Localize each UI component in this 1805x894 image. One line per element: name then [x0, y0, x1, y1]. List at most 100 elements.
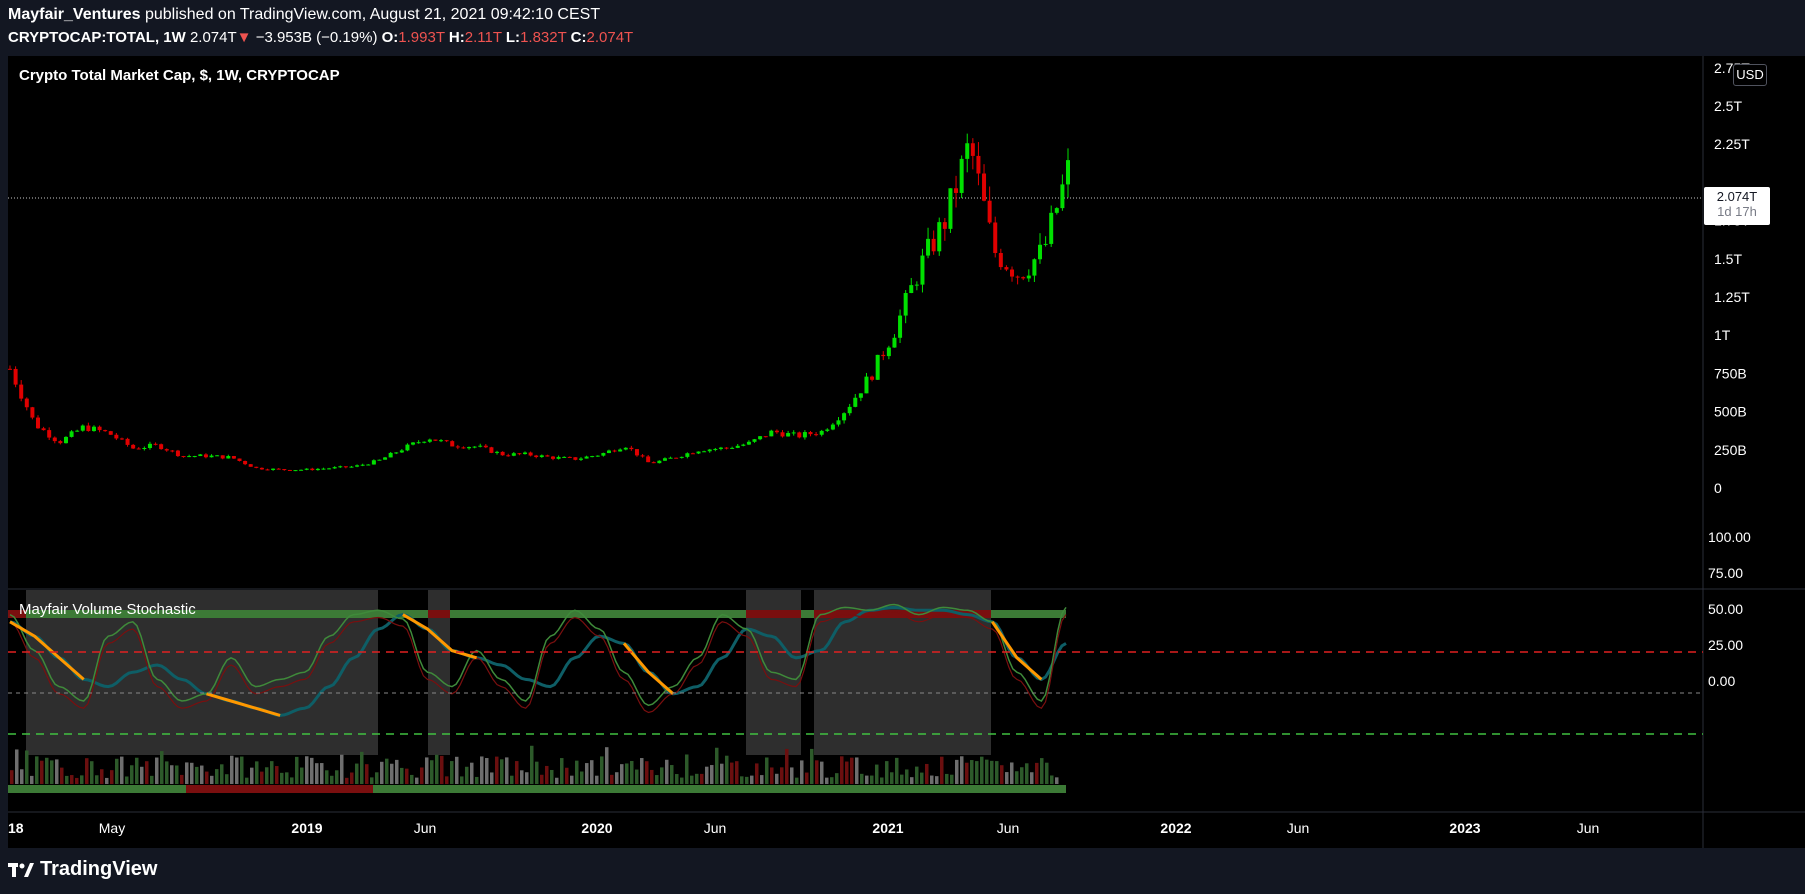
volume-bar	[945, 773, 949, 784]
candle-body	[830, 424, 835, 430]
chart-area[interactable]: 2.75T2.5T2.25T1.75T1.5T1.25T1T750B500B25…	[8, 56, 1805, 848]
candle-body	[220, 455, 225, 459]
candle-body	[30, 407, 35, 418]
volume-bar	[795, 777, 799, 784]
volume-bar	[750, 775, 754, 784]
volume-bar	[405, 768, 409, 784]
volume-bar	[770, 767, 774, 784]
bottom-band-segment	[186, 785, 373, 793]
volume-bar	[900, 774, 904, 784]
candle-body	[791, 432, 796, 434]
volume-bar	[550, 769, 554, 784]
candle-body	[405, 444, 410, 451]
volume-bar	[655, 775, 659, 784]
volume-bar	[815, 760, 819, 784]
candle-body	[136, 448, 141, 450]
candle-body	[534, 455, 539, 458]
price-tick-label: 1.5T	[1714, 251, 1742, 267]
volume-bar	[775, 773, 779, 784]
volume-bar	[685, 754, 689, 784]
candle-body	[769, 430, 774, 437]
volume-bar	[855, 757, 859, 784]
candle-body	[662, 458, 667, 461]
volume-bar	[300, 767, 304, 784]
volume-bar	[660, 767, 664, 784]
candle-body	[976, 155, 981, 174]
candle-body	[293, 470, 298, 472]
volume-bar	[1045, 762, 1049, 784]
currency-button[interactable]: USD	[1733, 64, 1767, 86]
volume-bar	[860, 773, 864, 784]
volume-bar	[380, 761, 384, 784]
candle-body	[467, 446, 472, 449]
candle-body	[903, 293, 908, 316]
candle-body	[1004, 267, 1009, 270]
candle-body	[315, 468, 320, 471]
volume-bar	[465, 766, 469, 784]
top-band-segment	[991, 610, 1066, 618]
volume-bar	[910, 777, 914, 784]
candle-body	[47, 430, 52, 438]
volume-bar	[680, 777, 684, 784]
candle-body	[825, 429, 830, 431]
volume-bar	[1020, 767, 1024, 784]
trend-segment	[206, 692, 281, 717]
candle-body	[422, 441, 427, 443]
candle-body	[265, 469, 270, 471]
volume-bar	[45, 757, 49, 784]
candle-body	[35, 417, 40, 429]
open-value: 1.993T	[398, 29, 445, 46]
volume-bar	[35, 756, 39, 784]
volume-bar	[320, 763, 324, 784]
candle-body	[528, 452, 533, 456]
volume-bar	[850, 757, 854, 784]
volume-bar	[125, 776, 129, 784]
time-axis[interactable]: 18 May 2019 Jun 2020 Jun 2021 Jun 2022 Jun 2023 Jun	[8, 820, 1599, 836]
candle-body	[108, 431, 113, 435]
candle-body	[500, 451, 505, 456]
candle-body	[674, 457, 679, 459]
author-name[interactable]: Mayfair_Ventures	[8, 6, 141, 23]
volume-bar	[560, 758, 564, 784]
close-value: 2.074T	[586, 29, 634, 46]
indicator-tick-label: 100.00	[1708, 529, 1751, 545]
volume-bar	[270, 761, 274, 784]
candle-body	[226, 456, 231, 459]
volume-bar	[330, 775, 334, 784]
chart-canvas[interactable]: 2.75T2.5T2.25T1.75T1.5T1.25T1T750B500B25…	[8, 56, 1805, 848]
volume-bar	[955, 759, 959, 784]
candle-body	[573, 457, 578, 460]
candle-body	[523, 452, 528, 455]
volume-bar	[375, 772, 379, 784]
price-tick-label: 250B	[1714, 442, 1747, 458]
volume-bar	[85, 758, 89, 784]
volume-bar	[410, 774, 414, 784]
volume-bar	[170, 765, 174, 784]
volume-bar	[925, 763, 929, 784]
candle-body	[679, 456, 684, 458]
price-tick-label: 2.5T	[1714, 98, 1742, 114]
volume-bar	[440, 755, 444, 784]
candle-body	[259, 467, 264, 470]
volume-bar	[90, 761, 94, 784]
volume-bar	[875, 764, 879, 784]
tradingview-logo[interactable]: TradingView	[8, 858, 157, 881]
price-axis[interactable]: 2.75T2.5T2.25T1.75T1.5T1.25T1T750B500B25…	[1714, 60, 1750, 496]
candle-body	[433, 439, 438, 441]
volume-bar	[365, 764, 369, 784]
publish-header: Mayfair_Ventures published on TradingVie…	[8, 6, 600, 24]
candle-body	[965, 143, 970, 159]
volume-bar	[420, 767, 424, 784]
candle-body	[634, 449, 639, 456]
candle-body	[814, 434, 819, 436]
volume-bar	[915, 766, 919, 784]
indicator-title: Mayfair Volume Stochastic	[19, 601, 196, 618]
indicator-axis[interactable]: 100.00 75.00 50.00 25.00 0.00	[1708, 529, 1751, 689]
candle-body	[349, 466, 354, 468]
volume-bar	[345, 777, 349, 784]
volume-bar	[600, 756, 604, 784]
volume-bars	[10, 745, 1059, 784]
trend-segment	[9, 620, 85, 681]
candle-body	[399, 450, 404, 453]
candle-body	[786, 433, 791, 437]
